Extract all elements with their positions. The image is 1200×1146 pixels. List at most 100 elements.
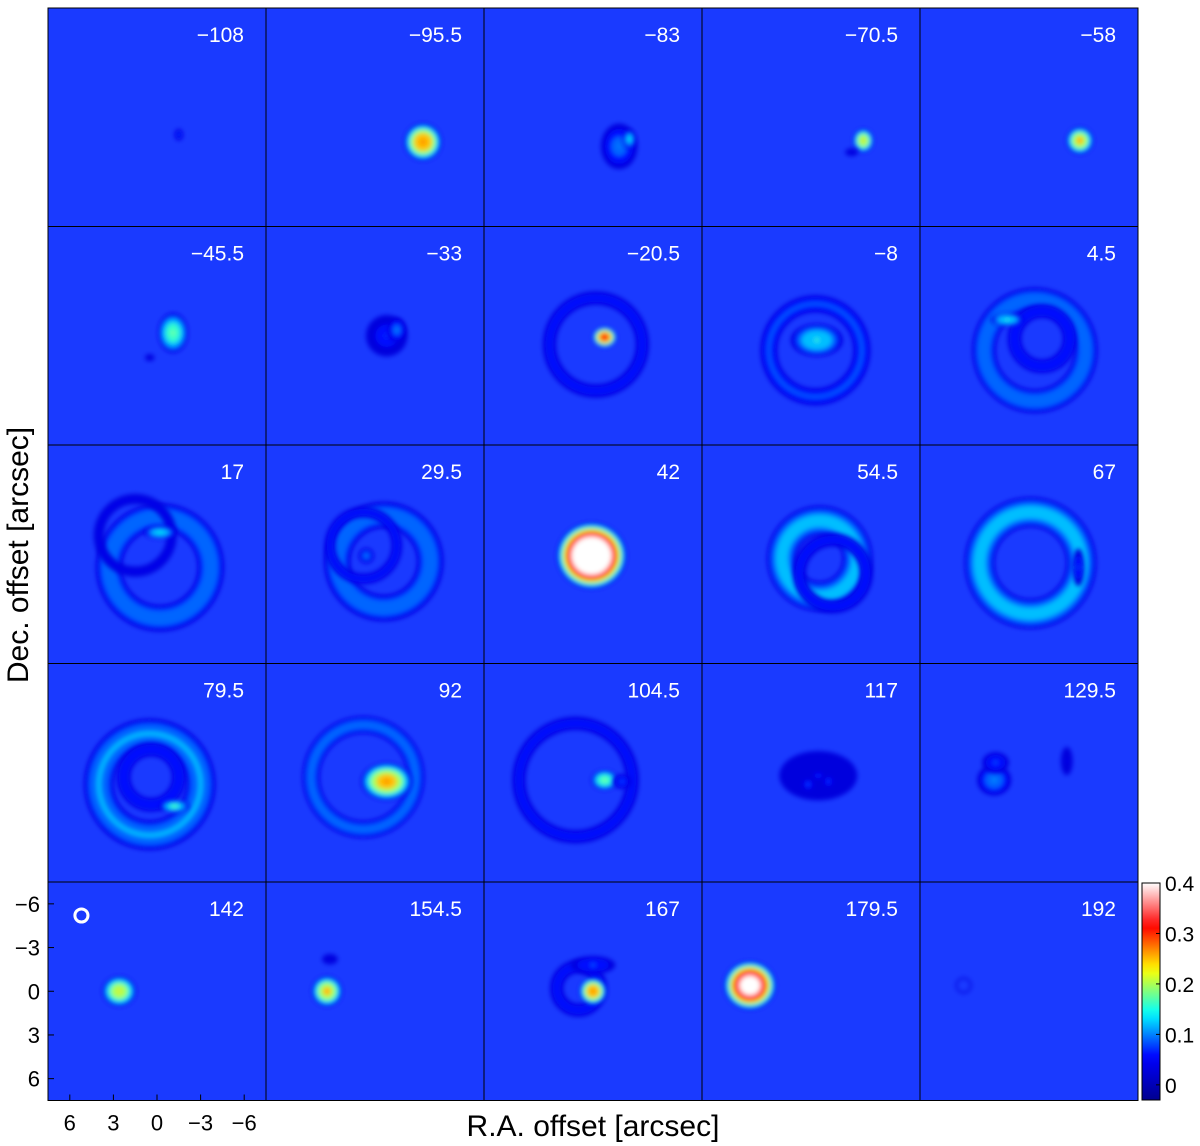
emission-blob [322, 953, 338, 965]
x-tick-label: 0 [151, 1111, 163, 1136]
x-axis-label: R.A. offset [arcsec] [467, 1110, 720, 1143]
emission-blob [790, 323, 843, 357]
colorbar: 0.4 0.3 0.2 0.1 0 [1141, 873, 1195, 1101]
emission-blob [159, 799, 190, 813]
emission-blob [174, 128, 184, 141]
velocity-label: −45.5 [191, 243, 244, 266]
channel-panel: 42 [483, 444, 703, 664]
panel-background [266, 8, 484, 227]
velocity-label: 154.5 [409, 898, 462, 921]
velocity-label: 4.5 [1087, 243, 1116, 266]
channel-panel: −8 [701, 226, 921, 446]
channel-panel: 154.5 [265, 881, 485, 1101]
emission-ring [84, 718, 216, 851]
velocity-label: 17 [221, 461, 244, 484]
emission-blob [613, 774, 631, 789]
y-axis-label: Dec. offset [arcsec] [2, 427, 35, 683]
emission-blob [845, 148, 859, 157]
channel-map-panels: −108 −95.5 −83 −70.5 −58 −45.5 −33 −20.5 −8 4.5 17… [47, 7, 1139, 1101]
emission-ring [512, 716, 639, 844]
velocity-label: 54.5 [857, 461, 898, 484]
channel-panel: 104.5 [483, 663, 703, 883]
y-tick-label: 3 [28, 1023, 40, 1048]
velocity-label: −20.5 [627, 243, 680, 266]
velocity-label: −58 [1080, 24, 1116, 47]
velocity-label: 179.5 [845, 898, 898, 921]
y-tick-label: −6 [15, 892, 40, 917]
channel-panel: −95.5 [265, 7, 485, 227]
emission-blob [1060, 746, 1073, 776]
emission-blob [723, 961, 776, 1010]
panel-background [920, 8, 1138, 227]
velocity-label: 79.5 [203, 680, 244, 703]
channel-panel: 117 [701, 663, 921, 883]
emission-blob [579, 977, 607, 1005]
emission-blob [143, 525, 177, 539]
velocity-label: −95.5 [409, 24, 462, 47]
emission-ring [95, 503, 224, 632]
channel-panel: 17 [47, 444, 267, 664]
y-tick-label: 6 [28, 1067, 40, 1092]
emission-blob [622, 129, 636, 149]
emission-blob [1066, 127, 1094, 155]
emission-blob [145, 354, 155, 362]
x-tick-label: 6 [64, 1111, 76, 1136]
emission-ring [116, 742, 186, 812]
channel-panel: 179.5 [701, 881, 921, 1101]
panel-background [48, 8, 266, 227]
panel-background [48, 882, 266, 1101]
velocity-label: 167 [645, 898, 680, 921]
velocity-label: 192 [1081, 898, 1116, 921]
emission-blob [853, 128, 874, 153]
velocity-label: 129.5 [1063, 680, 1116, 703]
velocity-label: −33 [426, 243, 462, 266]
colorbar-tick-label: 0.2 [1165, 974, 1194, 997]
emission-blob [570, 956, 616, 974]
velocity-label: 104.5 [627, 680, 680, 703]
channel-panel: 29.5 [265, 444, 485, 664]
beam-ellipse [73, 907, 90, 924]
panel-background [920, 882, 1138, 1101]
colorbar-gradient [1141, 882, 1161, 1101]
channel-panel: −83 [483, 7, 703, 227]
velocity-label: 29.5 [421, 461, 462, 484]
velocity-label: −83 [644, 24, 680, 47]
emission-ring [972, 287, 1098, 413]
emission-blob [1072, 548, 1085, 587]
channel-panel: 67 [919, 444, 1139, 664]
channel-panel: 4.5 [919, 226, 1139, 446]
channel-panel: 192 [919, 881, 1139, 1101]
panel-frame [919, 881, 1139, 1101]
emission-blob [102, 976, 137, 1007]
emission-ring [760, 295, 871, 406]
velocity-label: 67 [1093, 461, 1116, 484]
channel-panel: −33 [265, 226, 485, 446]
emission-ring [324, 506, 403, 585]
colorbar-tick-label: 0 [1165, 1075, 1177, 1098]
channel-panel: 142 [47, 881, 267, 1101]
emission-ring [1007, 304, 1077, 374]
panel-background [48, 226, 266, 445]
emission-blob [591, 770, 618, 790]
emission-ring [542, 291, 649, 398]
emission-blob [779, 750, 858, 801]
colorbar-tick-label: 0.1 [1165, 1024, 1194, 1047]
panel-background [484, 8, 702, 227]
channel-panel: 129.5 [919, 663, 1139, 883]
emission-blob [404, 123, 442, 161]
channel-panel: 92 [265, 663, 485, 883]
emission-blob [311, 976, 343, 1007]
emission-ring [955, 977, 972, 994]
emission-blob [822, 775, 835, 788]
emission-blob [358, 548, 374, 564]
panel-background [920, 663, 1138, 882]
emission-blob [990, 313, 1024, 327]
channel-panel: 54.5 [701, 444, 921, 664]
velocity-label: −8 [874, 243, 898, 266]
velocity-label: −70.5 [845, 24, 898, 47]
channel-panel: 79.5 [47, 663, 267, 883]
velocity-label: 117 [865, 680, 898, 703]
colorbar-tick-label: 0.4 [1165, 873, 1195, 896]
channel-panel: −58 [919, 7, 1139, 227]
emission-blob [802, 778, 815, 791]
